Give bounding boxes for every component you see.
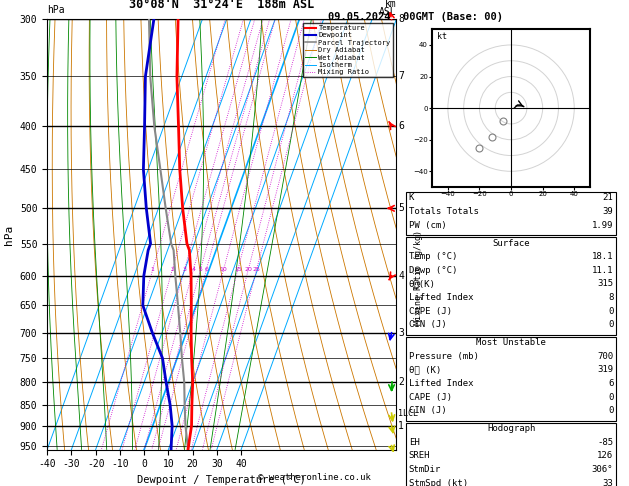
Text: 39: 39 xyxy=(603,207,613,216)
Text: 11.1: 11.1 xyxy=(592,266,613,275)
Text: 315: 315 xyxy=(597,279,613,289)
Text: kt: kt xyxy=(437,32,447,41)
Text: 306°: 306° xyxy=(592,465,613,474)
Text: 2: 2 xyxy=(170,267,174,272)
Text: Totals Totals: Totals Totals xyxy=(409,207,479,216)
Text: K: K xyxy=(409,193,415,203)
Text: hPa: hPa xyxy=(47,5,65,15)
Text: 5: 5 xyxy=(199,267,203,272)
Text: 3: 3 xyxy=(182,267,186,272)
Text: 0: 0 xyxy=(608,406,613,416)
Text: ASL: ASL xyxy=(379,7,396,17)
Text: 2: 2 xyxy=(398,377,404,387)
Text: 10: 10 xyxy=(220,267,228,272)
Text: 0: 0 xyxy=(608,307,613,316)
Text: CAPE (J): CAPE (J) xyxy=(409,393,452,402)
Text: 6: 6 xyxy=(608,379,613,388)
Y-axis label: hPa: hPa xyxy=(4,225,14,244)
Text: 319: 319 xyxy=(597,365,613,375)
Text: 20: 20 xyxy=(245,267,252,272)
Text: Mixing Ratio (g/kg): Mixing Ratio (g/kg) xyxy=(415,230,423,325)
Text: 1LCL: 1LCL xyxy=(398,409,418,417)
Text: 3: 3 xyxy=(398,328,404,338)
Text: 8: 8 xyxy=(398,15,404,24)
Text: Lifted Index: Lifted Index xyxy=(409,293,474,302)
Text: Lifted Index: Lifted Index xyxy=(409,379,474,388)
Text: Most Unstable: Most Unstable xyxy=(476,338,546,347)
Text: 30°08'N  31°24'E  188m ASL: 30°08'N 31°24'E 188m ASL xyxy=(129,0,314,11)
Text: Surface: Surface xyxy=(493,239,530,248)
Text: 15: 15 xyxy=(234,267,242,272)
Text: 6: 6 xyxy=(204,267,208,272)
Text: 126: 126 xyxy=(597,451,613,461)
Text: Temp (°C): Temp (°C) xyxy=(409,252,457,261)
X-axis label: Dewpoint / Temperature (°C): Dewpoint / Temperature (°C) xyxy=(137,475,306,485)
Text: 0: 0 xyxy=(608,320,613,330)
Text: 4: 4 xyxy=(398,271,404,281)
Text: 1: 1 xyxy=(398,421,404,431)
Text: 7: 7 xyxy=(398,71,404,82)
Text: 700: 700 xyxy=(597,352,613,361)
Text: 1: 1 xyxy=(151,267,155,272)
Text: CAPE (J): CAPE (J) xyxy=(409,307,452,316)
Text: km: km xyxy=(384,0,396,9)
Text: 25: 25 xyxy=(253,267,260,272)
Legend: Temperature, Dewpoint, Parcel Trajectory, Dry Adiabat, Wet Adiabat, Isotherm, Mi: Temperature, Dewpoint, Parcel Trajectory… xyxy=(303,23,392,77)
Text: 0: 0 xyxy=(608,393,613,402)
Text: StmDir: StmDir xyxy=(409,465,441,474)
Text: SREH: SREH xyxy=(409,451,430,461)
Text: © weatheronline.co.uk: © weatheronline.co.uk xyxy=(258,473,371,482)
Text: CIN (J): CIN (J) xyxy=(409,320,447,330)
Text: 1.99: 1.99 xyxy=(592,221,613,230)
Text: 18.1: 18.1 xyxy=(592,252,613,261)
Text: Hodograph: Hodograph xyxy=(487,424,535,434)
Text: 6: 6 xyxy=(398,121,404,131)
Text: -85: -85 xyxy=(597,438,613,447)
Text: CIN (J): CIN (J) xyxy=(409,406,447,416)
Text: PW (cm): PW (cm) xyxy=(409,221,447,230)
Text: θᴄ (K): θᴄ (K) xyxy=(409,365,441,375)
Text: Pressure (mb): Pressure (mb) xyxy=(409,352,479,361)
Text: Dewp (°C): Dewp (°C) xyxy=(409,266,457,275)
Text: StmSpd (kt): StmSpd (kt) xyxy=(409,479,468,486)
Text: 21: 21 xyxy=(603,193,613,203)
Text: 8: 8 xyxy=(608,293,613,302)
Text: EH: EH xyxy=(409,438,420,447)
Text: 33: 33 xyxy=(603,479,613,486)
Text: 5: 5 xyxy=(398,203,404,213)
Text: θᴄ(K): θᴄ(K) xyxy=(409,279,436,289)
Text: 4: 4 xyxy=(191,267,196,272)
Text: 09.05.2024  00GMT (Base: 00): 09.05.2024 00GMT (Base: 00) xyxy=(328,12,503,22)
